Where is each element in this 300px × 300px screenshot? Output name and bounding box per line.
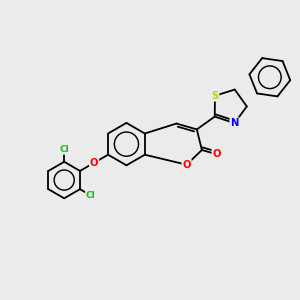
Text: O: O [212,149,221,159]
Text: O: O [182,160,191,170]
Text: O: O [90,158,98,168]
Text: Cl: Cl [59,145,69,154]
Text: Cl: Cl [86,191,96,200]
Text: S: S [211,91,219,101]
Text: N: N [230,118,239,128]
